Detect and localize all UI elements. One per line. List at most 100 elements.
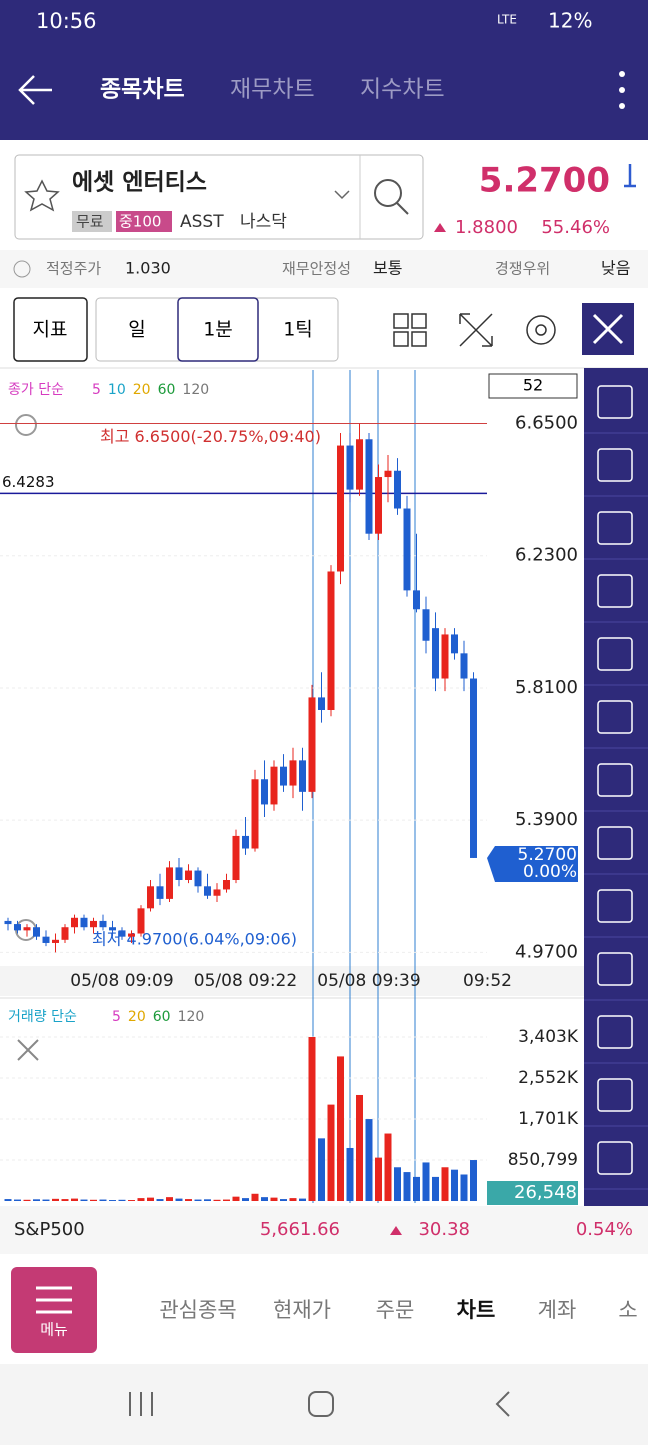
sidebar-tool[interactable] [597,1141,633,1175]
stock-change-pct: 55.46% [541,217,610,238]
volume-bar [470,1160,477,1201]
sidebar-tool[interactable] [597,385,633,419]
back-nav[interactable] [495,1391,510,1417]
volume-bar [4,1199,12,1201]
ma-legend: 120 [182,382,209,398]
info-value: 1.030 [125,259,171,278]
volume-bar [33,1199,40,1201]
candle-body [451,634,458,654]
period[interactable]: 1분 [203,319,233,341]
sidebar-tool[interactable] [597,952,633,986]
sidebar-tool[interactable] [597,889,633,923]
volume-bar [52,1198,59,1201]
volume-bar [280,1199,287,1201]
info-value: 보통 [373,259,402,278]
candle-body [413,590,420,610]
volume-bar [166,1197,173,1201]
volume-bar [365,1119,373,1201]
volume-bar [394,1167,401,1201]
period[interactable]: 일 [128,319,145,341]
nav-item[interactable]: 현재가 [273,1298,331,1322]
x-axis-band [0,966,584,996]
menu-button[interactable] [11,1267,97,1353]
close-volume[interactable] [17,1039,39,1061]
favorite-star[interactable] [24,179,60,212]
menu-icon [36,1286,72,1314]
candle-body [42,936,50,943]
volume-bar [232,1196,240,1201]
ma-legend: 60 [153,1009,171,1025]
count-label: 52 [523,376,543,395]
stock-name: 에셋 엔터티스 [72,170,207,196]
sidebar-tool[interactable] [597,1078,633,1112]
nav-item[interactable]: 주문 [376,1298,415,1322]
candle-body [337,445,344,572]
volume-bar [251,1193,259,1201]
tab[interactable]: 재무차트 [230,77,315,103]
candle-body [242,835,249,849]
indicator-label: 지표 [33,319,68,341]
tag-bg [72,211,112,232]
tab-active[interactable]: 종목차트 [100,77,185,103]
period-active[interactable] [177,297,259,362]
toolbar-icons[interactable] [393,313,556,347]
candle-body [194,870,202,887]
help-icon[interactable] [13,260,31,278]
sidebar-tool[interactable] [597,637,633,671]
nav-item[interactable]: 계좌 [538,1298,577,1322]
candle-body [118,930,126,937]
back-button[interactable] [18,75,52,105]
index-change: 30.38 [418,1219,470,1240]
candle-body [270,766,278,805]
recent-apps[interactable] [129,1392,153,1416]
candle-body [460,653,468,679]
sidebar-tool[interactable] [597,511,633,545]
sidebar-tool[interactable] [597,826,633,860]
candle-body [403,508,411,591]
nav-item[interactable]: 소 [618,1298,637,1322]
search-icon[interactable] [374,179,402,207]
volume-bar [42,1199,50,1201]
volume-bar [71,1198,78,1201]
candle-body [394,470,401,509]
y-tick-label: 6.6500 [515,413,578,434]
period[interactable]: 1틱 [283,319,313,341]
candle-body [432,628,439,679]
tab[interactable]: 지수차트 [360,77,445,103]
volume-bar [147,1197,154,1201]
status-network: LTE [497,13,517,27]
volume-bar [242,1198,249,1201]
sidebar-tool[interactable] [597,1015,633,1049]
sidebar-tool[interactable] [597,763,633,797]
volume-bar [337,1056,344,1201]
volume-bar [80,1199,88,1201]
sidebar-tool[interactable] [597,574,633,608]
more-menu[interactable] [619,71,625,109]
sidebar-tool[interactable] [597,700,633,734]
sidebar-tool[interactable] [597,448,633,482]
candle-body [99,920,107,928]
candle-body [61,927,69,940]
candle-body [109,927,116,931]
y-tick-label: 850,799 [508,1150,578,1170]
ma-legend: 5 [92,382,101,398]
home-button[interactable] [308,1391,334,1417]
price-down-arrow [624,164,636,188]
candle-body [52,939,59,943]
y-tick-label: 6.2300 [515,545,578,566]
candle-body [23,927,31,931]
volume-bar [185,1199,192,1201]
tag: 나스닥 [240,212,287,232]
candle-body [280,766,287,786]
app-header [0,0,648,140]
high-annotation: 최고 6.6500(-20.75%,09:40) [100,427,321,446]
volume-bar [356,1094,363,1201]
volume-bar [384,1133,392,1201]
nav-item[interactable]: 차트 [457,1298,496,1322]
zoom-icon[interactable] [15,414,37,436]
x-tick-label: 09:52 [463,971,512,991]
indicator-button[interactable] [13,297,88,362]
nav-item[interactable]: 관심종목 [159,1298,236,1322]
dropdown-arrow[interactable] [334,190,350,200]
